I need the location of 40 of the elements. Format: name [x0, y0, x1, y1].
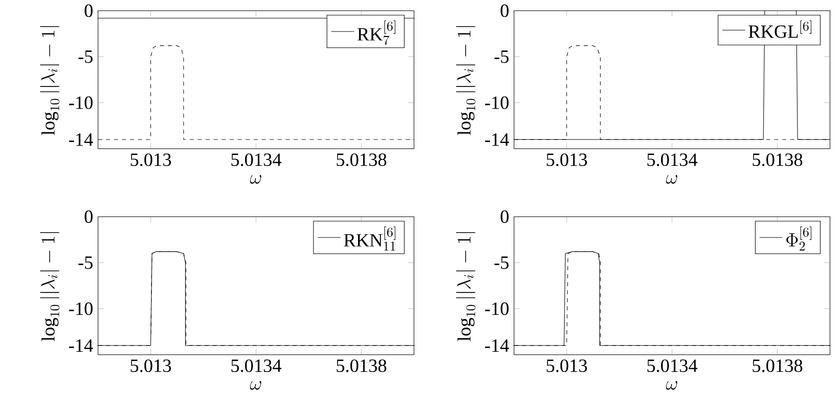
x-tick-label: 5.0138	[752, 154, 802, 166]
legend-label: $\mathrm{RK}_7^{[6]}$	[357, 20, 396, 45]
y-tick-label: -5	[78, 256, 93, 270]
y-tick-label: 0	[500, 4, 509, 18]
x-axis-title: $\omega$	[250, 175, 262, 184]
y-tick-label: -14	[485, 133, 510, 146]
legend-label: $\mathrm{RKGL}^{[6]}$	[748, 20, 812, 38]
y-tick-label: -14	[485, 339, 510, 352]
x-axis-title: $\omega$	[666, 175, 678, 184]
y-tick-label: -5	[78, 50, 93, 64]
y-tick-label: 0	[84, 210, 93, 224]
y-tick-label: -14	[69, 339, 94, 352]
x-tick-label: 5.013	[546, 360, 587, 372]
y-tick-label: 0	[84, 4, 93, 18]
x-tick-label: 5.0134	[647, 154, 698, 166]
x-tick-label: 5.013	[130, 154, 171, 166]
x-tick-label: 5.0134	[231, 154, 282, 166]
y-tick-label: -5	[494, 50, 509, 64]
y-tick-label: -10	[69, 96, 93, 110]
y-tick-label: -5	[494, 256, 509, 270]
y-tick-label: -10	[485, 96, 509, 110]
y-axis-title: $\log_{10}||\lambda_i|-1|$	[40, 26, 60, 136]
y-tick-label: -14	[69, 133, 94, 146]
x-tick-label: 5.0138	[336, 154, 386, 166]
x-axis-title: $\omega$	[666, 381, 678, 390]
y-tick-label: -10	[69, 302, 93, 316]
x-tick-label: 5.0134	[231, 360, 282, 372]
x-tick-label: 5.013	[130, 360, 171, 372]
x-tick-label: 5.0138	[336, 360, 386, 372]
x-tick-label: 5.0134	[647, 360, 698, 372]
y-axis-title: $\log_{10}||\lambda_i|-1|$	[456, 26, 476, 136]
x-axis-title: $\omega$	[250, 381, 262, 390]
x-tick-label: 5.013	[546, 154, 587, 166]
legend-label: $\Phi_2^{[6]}$	[786, 226, 812, 251]
y-tick-label: -10	[485, 302, 509, 316]
x-tick-label: 5.0138	[752, 360, 802, 372]
y-axis-title: $\log_{10}||\lambda_i|-1|$	[40, 232, 60, 342]
y-tick-label: 0	[500, 210, 509, 224]
y-axis-title: $\log_{10}||\lambda_i|-1|$	[456, 232, 476, 342]
legend-label: $\mathrm{RKN}_{11}^{[6]}$	[344, 226, 396, 251]
